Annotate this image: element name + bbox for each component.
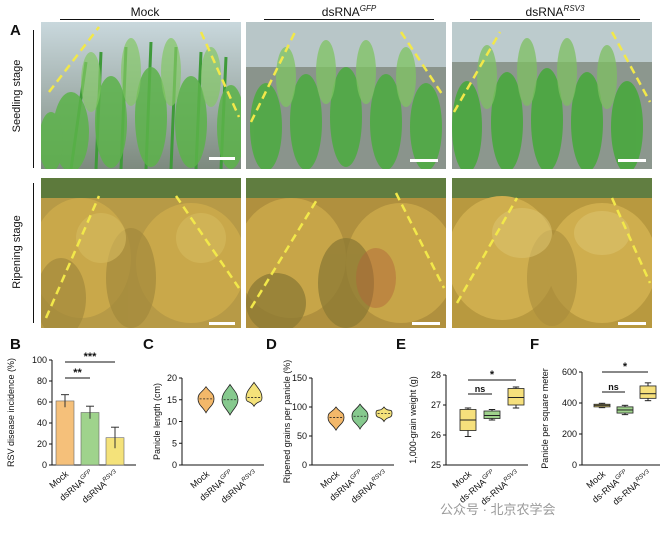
y-axis-label: 1,000-grain weight (g) [408,376,418,464]
row-bar-seedling [33,30,34,168]
significance-0-label: ns [608,382,619,392]
column-header-dsrna-gfp: dsRNAGFP [264,4,434,20]
y-tick-label: 60 [37,397,47,407]
column-header-rsv3-text: dsRNA [525,5,564,19]
row-label-ripening: Ripening stage [11,215,23,289]
photo-ripening-rsv3 [452,178,652,328]
significance-0-label: ns [475,384,486,394]
box-2 [639,385,657,399]
column-header-mock-text: Mock [130,5,160,19]
violin-2 [375,406,393,423]
column-header-gfp-sup: GFP [359,4,377,13]
watermark: 公众号 · 北京农学会 [440,502,556,517]
photo-seedling-rsv3 [452,22,652,169]
bar-1 [80,412,100,466]
column-header-rule [264,19,434,20]
y-axis-label: Panicle per square meter [540,368,550,469]
y-tick-label: 600 [562,367,577,377]
y-tick-label: 20 [167,373,177,383]
y-tick-label: 80 [37,376,47,386]
y-tick-label: 28 [431,370,441,380]
y-tick-label: 0 [172,460,177,470]
y-tick-label: 0 [42,460,47,470]
scale-bar [410,159,438,162]
photo-ripening-gfp [246,178,446,328]
panel-letter-e: E [396,336,407,353]
y-tick-label: 25 [431,460,441,470]
violin-1 [351,403,369,430]
row-label-seedling: Seedling stage [11,59,23,133]
scale-bar [209,322,235,325]
y-tick-label: 100 [32,355,47,365]
y-tick-label: 15 [167,395,177,405]
row-bar-ripening [33,183,34,323]
panel-letter-d: D [266,336,277,353]
y-axis-label: Panicle length (cm) [152,383,162,460]
y-tick-label: 20 [37,439,47,449]
panel-letter-b: B [10,336,21,353]
panel-letter-a: A [10,22,21,39]
violin-1 [221,383,239,416]
column-header-mock: Mock [60,4,230,20]
photo-ripening-mock [41,178,241,328]
scale-bar [618,159,646,162]
y-tick-label: 0 [572,460,577,470]
panel-letter-f: F [530,336,540,353]
y-tick-label: 150 [292,373,307,383]
scale-bar [618,322,646,325]
scale-bar [209,157,235,160]
violin-0 [327,406,345,432]
column-header-rule [60,19,230,20]
y-tick-label: 40 [37,418,47,428]
column-header-rsv3-sup: RSV3 [563,4,585,13]
photo-seedling-gfp [246,22,446,169]
significance-1-label: *** [84,351,98,363]
y-tick-label: 26 [431,430,441,440]
violin-0 [197,385,215,414]
column-header-rule [470,19,640,20]
significance-0-label: ** [73,367,82,379]
y-tick-label: 50 [297,431,307,441]
column-header-gfp-text: dsRNA [321,5,360,19]
y-axis-label: Ripened grains per panicle (%) [282,360,292,484]
y-tick-label: 100 [292,402,307,412]
bar-0 [55,400,75,466]
scale-bar [412,322,440,325]
y-tick-label: 27 [431,400,441,410]
y-tick-label: 10 [167,417,177,427]
box-1 [483,410,501,419]
column-header-dsrna-rsv3: dsRNARSV3 [470,4,640,20]
y-tick-label: 5 [172,438,177,448]
y-tick-label: 400 [562,398,577,408]
y-axis-label: RSV disease incidence (%) [6,358,16,467]
y-tick-label: 200 [562,429,577,439]
box-2 [507,388,525,406]
panel-letter-c: C [143,336,154,353]
significance-1-label: * [623,361,628,373]
significance-1-label: * [490,369,495,381]
photo-seedling-mock [41,22,241,169]
y-tick-label: 0 [302,460,307,470]
violin-2 [245,381,263,408]
